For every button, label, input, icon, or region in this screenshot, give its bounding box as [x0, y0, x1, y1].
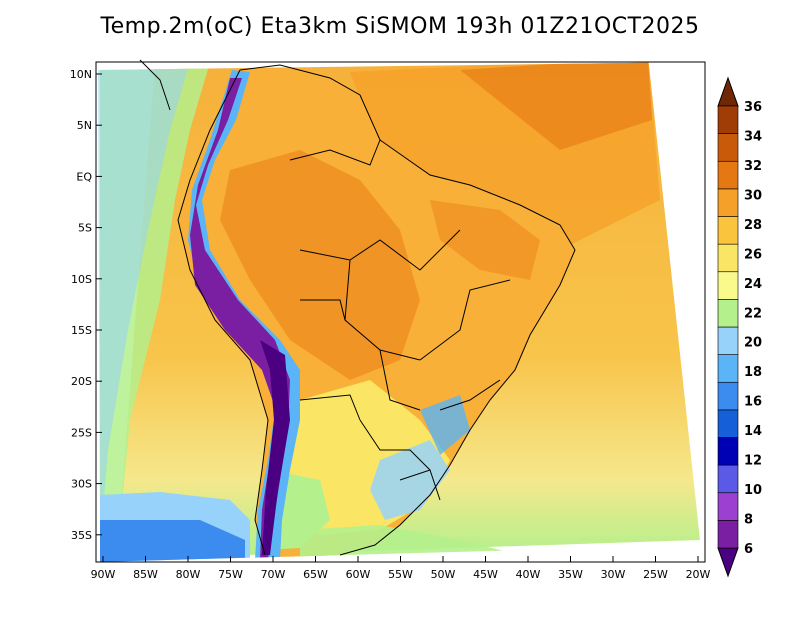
lon-label: 30W: [601, 568, 626, 581]
lon-label: 55W: [388, 568, 413, 581]
lon-label: 20W: [686, 568, 711, 581]
colorbar-label: 26: [744, 247, 762, 262]
lon-label: 45W: [473, 568, 498, 581]
lon-label: 25W: [643, 568, 668, 581]
colorbar-min-arrow: [717, 547, 739, 578]
longitude-axis: 90W 85W 80W 75W 70W 65W 60W 55W 50W 45W 40W 35W 30W 2…: [91, 556, 711, 581]
colorbar-swatch: [717, 188, 739, 217]
colorbar-swatch: [717, 354, 739, 383]
lat-label: 15S: [71, 324, 92, 337]
colorbar-swatch: [717, 105, 739, 134]
boundaries: [139, 59, 576, 556]
colorbar-label: 32: [744, 159, 762, 174]
colorbar-label: 18: [744, 365, 762, 380]
colorbar-swatch: [717, 464, 739, 494]
lon-label: 80W: [176, 568, 201, 581]
lon-label: 40W: [516, 568, 541, 581]
colorbar-swatch: [717, 216, 739, 245]
colorbar: 6 8 10 12 14 16 18 20 22 24 26 28 30 32 34 36: [717, 76, 762, 578]
colorbar-swatch: [717, 437, 739, 466]
lon-label: 35W: [558, 568, 583, 581]
colorbar-label: 8: [744, 513, 753, 528]
lon-label: 75W: [218, 568, 243, 581]
colorbar-label: 36: [744, 100, 762, 115]
lon-label: 70W: [261, 568, 286, 581]
lon-label: 85W: [133, 568, 158, 581]
lon-label: 50W: [431, 568, 456, 581]
colorbar-label: 24: [744, 277, 762, 292]
colorbar-label: 22: [744, 306, 762, 321]
colorbar-label: 12: [744, 454, 762, 469]
colorbar-label: 6: [744, 542, 753, 557]
lat-label: 10N: [70, 68, 92, 81]
lat-label: 30S: [71, 478, 92, 491]
latitude-axis: 10N 5N EQ 5S 10S 15S 20S 25S 30S 35S: [70, 68, 102, 542]
colorbar-swatch: [717, 160, 739, 190]
colorbar-max-arrow: [717, 76, 739, 107]
temperature-field: [98, 62, 700, 562]
colorbar-swatch: [717, 326, 739, 355]
lon-label: 90W: [91, 568, 116, 581]
colorbar-label: 10: [744, 483, 762, 498]
lat-label: 5S: [78, 222, 92, 235]
colorbar-swatch: [717, 133, 739, 162]
lat-label: 5N: [77, 119, 92, 132]
colorbar-swatch: [717, 381, 739, 411]
lat-label: 35S: [71, 529, 92, 542]
colorbar-swatch: [717, 520, 739, 549]
colorbar-swatch: [717, 271, 739, 300]
colorbar-swatch: [717, 409, 739, 438]
lon-label: 65W: [303, 568, 328, 581]
lat-label: 25S: [71, 426, 92, 439]
colorbar-label: 20: [744, 336, 762, 351]
colorbar-swatch: [717, 299, 739, 328]
colorbar-label: 14: [744, 424, 762, 439]
colorbar-label: 34: [744, 129, 762, 144]
lon-label: 60W: [346, 568, 371, 581]
colorbar-swatch: [717, 492, 739, 521]
colorbar-label: 30: [744, 188, 762, 203]
colorbar-label: 28: [744, 218, 762, 233]
colorbar-swatch: [717, 243, 739, 273]
colorbar-label: 16: [744, 395, 762, 410]
map-title: Temp.2m(oC) Eta3km SiSMOM 193h 01Z21OCT2…: [100, 14, 700, 39]
lat-label: EQ: [76, 170, 92, 183]
lat-label: 20S: [71, 375, 92, 388]
lat-label: 10S: [71, 273, 92, 286]
